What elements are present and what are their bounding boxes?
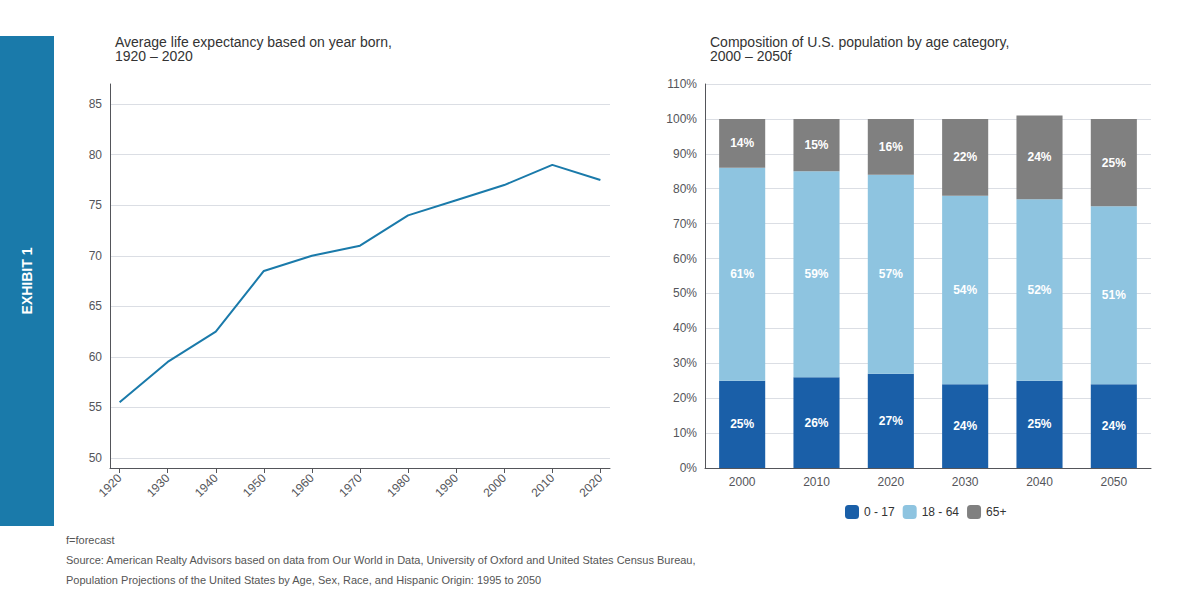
svg-text:26%: 26%	[804, 416, 828, 430]
svg-text:51%: 51%	[1102, 288, 1126, 302]
svg-text:90%: 90%	[673, 147, 697, 161]
svg-text:f=forecast: f=forecast	[66, 534, 115, 546]
svg-text:80%: 80%	[673, 182, 697, 196]
svg-text:1970: 1970	[336, 471, 365, 500]
svg-text:10%: 10%	[673, 426, 697, 440]
svg-text:75: 75	[89, 198, 103, 212]
svg-text:61%: 61%	[730, 267, 754, 281]
svg-text:0 - 17: 0 - 17	[864, 505, 895, 519]
svg-text:2030: 2030	[952, 475, 979, 489]
svg-text:55: 55	[89, 400, 103, 414]
svg-text:18 - 64: 18 - 64	[922, 505, 960, 519]
svg-text:59%: 59%	[804, 267, 828, 281]
svg-text:Composition of U.S. population: Composition of U.S. population by age ca…	[710, 34, 1010, 50]
svg-text:Source: American Realty Adviso: Source: American Realty Advisors based o…	[66, 554, 696, 566]
svg-text:70: 70	[89, 249, 103, 263]
svg-text:80: 80	[89, 148, 103, 162]
svg-text:100%: 100%	[666, 112, 697, 126]
svg-text:70%: 70%	[673, 217, 697, 231]
svg-text:15%: 15%	[804, 138, 828, 152]
svg-text:52%: 52%	[1027, 283, 1051, 297]
svg-text:EXHIBIT 1: EXHIBIT 1	[19, 247, 35, 314]
svg-text:60: 60	[89, 350, 103, 364]
svg-text:40%: 40%	[673, 321, 697, 335]
svg-text:65+: 65+	[986, 505, 1006, 519]
svg-text:Population Projections of the: Population Projections of the United Sta…	[66, 574, 541, 586]
svg-text:2010: 2010	[528, 471, 557, 500]
svg-text:16%: 16%	[879, 140, 903, 154]
svg-text:24%: 24%	[1102, 419, 1126, 433]
svg-text:50: 50	[89, 451, 103, 465]
svg-text:2040: 2040	[1026, 475, 1053, 489]
svg-text:1960: 1960	[288, 471, 317, 500]
svg-text:25%: 25%	[730, 417, 754, 431]
svg-text:110%: 110%	[667, 77, 697, 91]
svg-text:14%: 14%	[730, 136, 754, 150]
svg-text:60%: 60%	[673, 252, 697, 266]
svg-text:2010: 2010	[803, 475, 830, 489]
svg-text:27%: 27%	[879, 414, 903, 428]
svg-text:1990: 1990	[432, 471, 461, 500]
svg-text:54%: 54%	[953, 283, 977, 297]
svg-text:85: 85	[89, 97, 103, 111]
svg-text:25%: 25%	[1102, 156, 1126, 170]
svg-text:57%: 57%	[879, 267, 903, 281]
svg-text:22%: 22%	[953, 150, 977, 164]
svg-text:24%: 24%	[953, 419, 977, 433]
svg-text:Average life expectancy based: Average life expectancy based on year bo…	[115, 34, 392, 50]
svg-text:24%: 24%	[1027, 150, 1051, 164]
svg-text:2000: 2000	[480, 471, 509, 500]
svg-text:1980: 1980	[384, 471, 413, 500]
svg-text:1930: 1930	[144, 471, 173, 500]
svg-text:1940: 1940	[192, 471, 221, 500]
svg-text:1920: 1920	[96, 471, 125, 500]
svg-text:30%: 30%	[673, 356, 697, 370]
svg-text:2020: 2020	[877, 475, 904, 489]
svg-text:1920 – 2020: 1920 – 2020	[115, 48, 193, 64]
svg-text:25%: 25%	[1027, 417, 1051, 431]
svg-text:50%: 50%	[673, 286, 697, 300]
svg-text:2020: 2020	[577, 471, 606, 500]
svg-text:65: 65	[89, 299, 103, 313]
svg-text:1950: 1950	[240, 471, 269, 500]
svg-text:2050: 2050	[1100, 475, 1127, 489]
svg-text:20%: 20%	[673, 391, 697, 405]
svg-text:2000 – 2050f: 2000 – 2050f	[710, 48, 792, 64]
svg-text:0%: 0%	[680, 461, 698, 475]
svg-text:2000: 2000	[729, 475, 756, 489]
